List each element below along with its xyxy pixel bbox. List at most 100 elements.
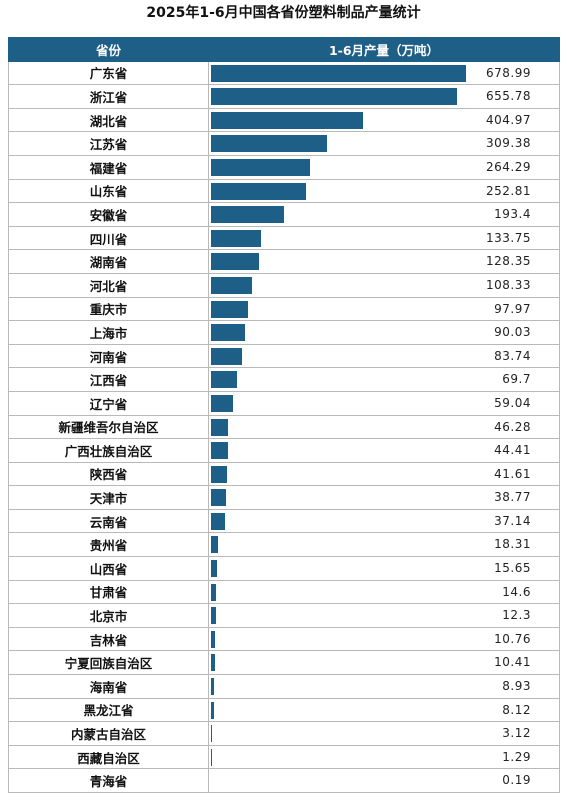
province-label: 新疆维吾尔自治区 (8, 414, 209, 440)
province-label: 辽宁省 (8, 390, 209, 416)
value-cell: 44.41 (208, 438, 560, 463)
bar-mark (211, 489, 226, 507)
value-label: 14.6 (502, 584, 531, 599)
table-row: 河北省 108.33 (8, 272, 560, 298)
province-label: 重庆市 (8, 296, 209, 322)
value-label: 41.61 (494, 466, 531, 481)
value-cell: 8.12 (208, 697, 560, 723)
bar-mark (211, 630, 216, 648)
table-row: 湖北省 404.97 (8, 107, 560, 133)
value-label: 404.97 (486, 112, 531, 127)
value-label: 83.74 (494, 348, 531, 363)
table-row: 吉林省 10.76 (8, 626, 560, 652)
table-row: 陕西省 41.61 (8, 461, 560, 487)
bar-mark (211, 442, 228, 460)
table-row: 江苏省 309.38 (8, 131, 560, 156)
value-cell: 8.93 (208, 674, 560, 699)
province-label: 天津市 (8, 485, 209, 510)
value-label: 8.12 (502, 702, 531, 717)
bar-mark (211, 229, 262, 247)
province-label: 贵州省 (8, 532, 209, 558)
value-cell: 678.99 (208, 60, 560, 86)
bar-mark (211, 654, 215, 672)
production-table: 省份 1-6月产量（万吨） 广东省 678.99 浙江省 655.78 湖北省 404.9… (8, 37, 560, 793)
bar-mark (211, 536, 218, 554)
value-cell: 0.19 (208, 768, 560, 793)
value-column-header: 1-6月产量（万吨） (208, 37, 560, 62)
province-label: 西藏自治区 (8, 744, 209, 770)
province-label: 内蒙古自治区 (8, 721, 209, 746)
value-label: 128.35 (486, 254, 531, 269)
province-label: 河北省 (8, 272, 209, 298)
value-cell: 83.74 (208, 343, 560, 369)
province-label: 福建省 (8, 154, 209, 180)
bar-mark (211, 88, 458, 106)
bar-mark (211, 135, 328, 153)
value-cell: 309.38 (208, 131, 560, 156)
province-label: 湖南省 (8, 249, 209, 274)
province-label: 河南省 (8, 343, 209, 369)
value-cell: 108.33 (208, 272, 560, 298)
value-label: 12.3 (502, 608, 531, 623)
province-label: 四川省 (8, 225, 209, 251)
value-label: 1.29 (502, 749, 531, 764)
table-row: 新疆维吾尔自治区 46.28 (8, 414, 560, 440)
bar-mark (211, 64, 466, 82)
table-row: 上海市 90.03 (8, 320, 560, 345)
table-row: 云南省 37.14 (8, 508, 560, 534)
bar-mark (211, 512, 225, 530)
value-label: 37.14 (494, 513, 531, 528)
province-label: 安徽省 (8, 202, 209, 227)
table-row: 江西省 69.7 (8, 367, 560, 392)
bar-mark (211, 300, 248, 318)
province-label: 山西省 (8, 556, 209, 581)
value-label: 97.97 (494, 301, 531, 316)
value-cell: 655.78 (208, 84, 560, 109)
value-label: 69.7 (502, 372, 531, 387)
province-label: 湖北省 (8, 107, 209, 133)
table-row: 海南省 8.93 (8, 674, 560, 699)
table-row: 河南省 83.74 (8, 343, 560, 369)
table-row: 青海省 0.19 (8, 768, 560, 793)
table-row: 宁夏回族自治区 10.41 (8, 650, 560, 676)
province-label: 江苏省 (8, 131, 209, 156)
table-row: 山西省 15.65 (8, 556, 560, 581)
bar-mark (211, 607, 216, 625)
value-label: 0.19 (502, 773, 531, 788)
chart-title: 2025年1-6月中国各省份塑料制品产量统计 (146, 5, 421, 21)
value-cell: 133.75 (208, 225, 560, 251)
value-cell: 18.31 (208, 532, 560, 558)
table-body: 广东省 678.99 浙江省 655.78 湖北省 404.97 江苏省 309.38 福建省 2… (8, 60, 560, 793)
province-label: 上海市 (8, 320, 209, 345)
table-row: 湖南省 128.35 (8, 249, 560, 274)
value-cell: 1.29 (208, 744, 560, 770)
bar-mark (211, 560, 217, 578)
value-label: 655.78 (486, 89, 531, 104)
value-label: 108.33 (486, 277, 531, 292)
table-row: 内蒙古自治区 3.12 (8, 721, 560, 746)
value-cell: 404.97 (208, 107, 560, 133)
value-cell: 97.97 (208, 296, 560, 322)
value-cell: 193.4 (208, 202, 560, 227)
province-label: 云南省 (8, 508, 209, 534)
value-cell: 46.28 (208, 414, 560, 440)
bar-mark (211, 111, 364, 129)
table-row: 福建省 264.29 (8, 154, 560, 180)
bar-mark (211, 678, 215, 696)
bar-mark (211, 276, 252, 294)
value-cell: 10.76 (208, 626, 560, 652)
value-label: 264.29 (486, 159, 531, 174)
value-cell: 12.3 (208, 603, 560, 628)
value-label: 44.41 (494, 443, 531, 458)
table-row: 广东省 678.99 (8, 60, 560, 86)
value-cell: 14.6 (208, 579, 560, 605)
province-label: 广东省 (8, 60, 209, 86)
province-label: 宁夏回族自治区 (8, 650, 209, 676)
value-label: 10.41 (494, 655, 531, 670)
value-label: 15.65 (494, 561, 531, 576)
value-cell: 37.14 (208, 508, 560, 534)
table-row: 西藏自治区 1.29 (8, 744, 560, 770)
province-label: 北京市 (8, 603, 209, 628)
value-label: 8.93 (502, 679, 531, 694)
table-row: 广西壮族自治区 44.41 (8, 438, 560, 463)
